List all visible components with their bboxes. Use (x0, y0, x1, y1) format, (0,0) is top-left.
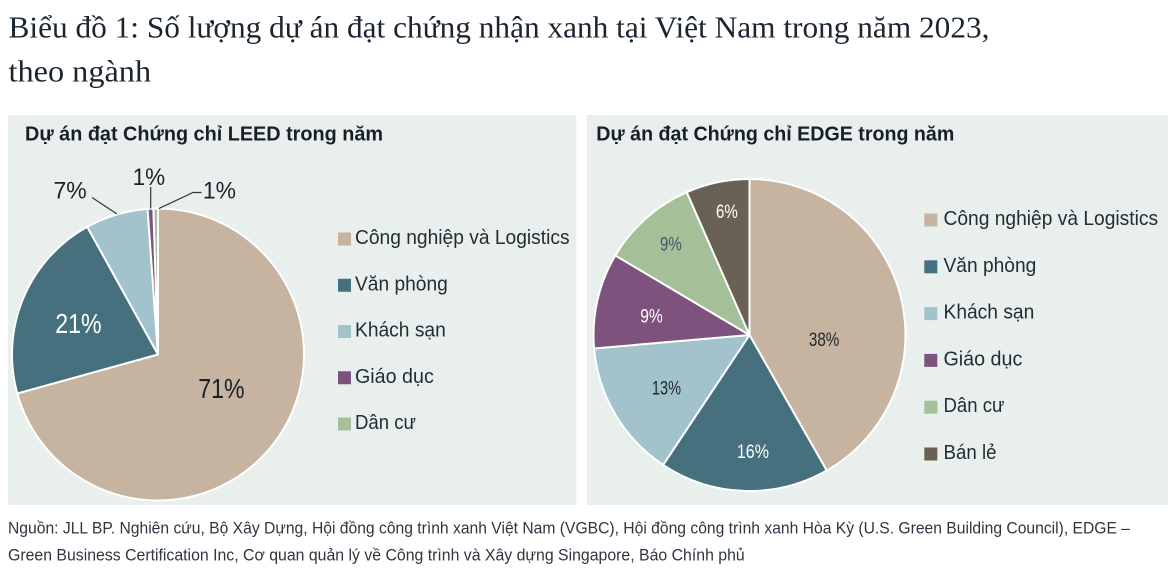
svg-text:Dân cư: Dân cư (355, 412, 416, 434)
svg-text:Green Business Certification I: Green Business Certification Inc, Cơ qua… (8, 546, 745, 565)
svg-text:Bán lẻ: Bán lẻ (944, 442, 997, 464)
svg-text:Dự án đạt Chứng chỉ EDGE trong: Dự án đạt Chứng chỉ EDGE trong năm (596, 124, 954, 146)
svg-text:7%: 7% (54, 178, 87, 205)
svg-text:16%: 16% (737, 441, 769, 463)
svg-text:6%: 6% (716, 201, 738, 223)
svg-text:9%: 9% (640, 306, 663, 328)
svg-text:21%: 21% (55, 308, 101, 339)
svg-text:Nguồn: JLL BP. Nghiên cứu, Bộ: Nguồn: JLL BP. Nghiên cứu, Bộ Xây Dựng, … (8, 518, 1130, 537)
svg-text:Công nghiệp và Logistics: Công nghiệp và Logistics (944, 208, 1159, 230)
svg-text:Công nghiệp và Logistics: Công nghiệp và Logistics (355, 227, 570, 249)
svg-text:Giáo dục: Giáo dục (944, 348, 1023, 370)
svg-text:Văn phòng: Văn phòng (944, 255, 1037, 277)
svg-text:13%: 13% (652, 377, 681, 399)
svg-text:Khách sạn: Khách sạn (355, 320, 446, 342)
svg-text:Giáo dục: Giáo dục (355, 366, 434, 388)
svg-text:theo ngành: theo ngành (9, 54, 152, 89)
svg-text:1%: 1% (203, 178, 236, 205)
svg-text:1%: 1% (133, 164, 166, 191)
svg-text:38%: 38% (809, 329, 839, 351)
svg-text:Văn phòng: Văn phòng (355, 273, 448, 295)
svg-text:Dự án đạt Chứng chỉ LEED trong: Dự án đạt Chứng chỉ LEED trong năm (25, 124, 383, 146)
svg-text:Khách sạn: Khách sạn (944, 302, 1035, 324)
svg-text:Biểu đồ 1: Số lượng dự án đạt: Biểu đồ 1: Số lượng dự án đạt chứng nhận… (9, 9, 990, 44)
svg-text:71%: 71% (198, 373, 244, 404)
svg-text:Dân cư: Dân cư (944, 395, 1005, 417)
svg-text:9%: 9% (660, 233, 682, 255)
